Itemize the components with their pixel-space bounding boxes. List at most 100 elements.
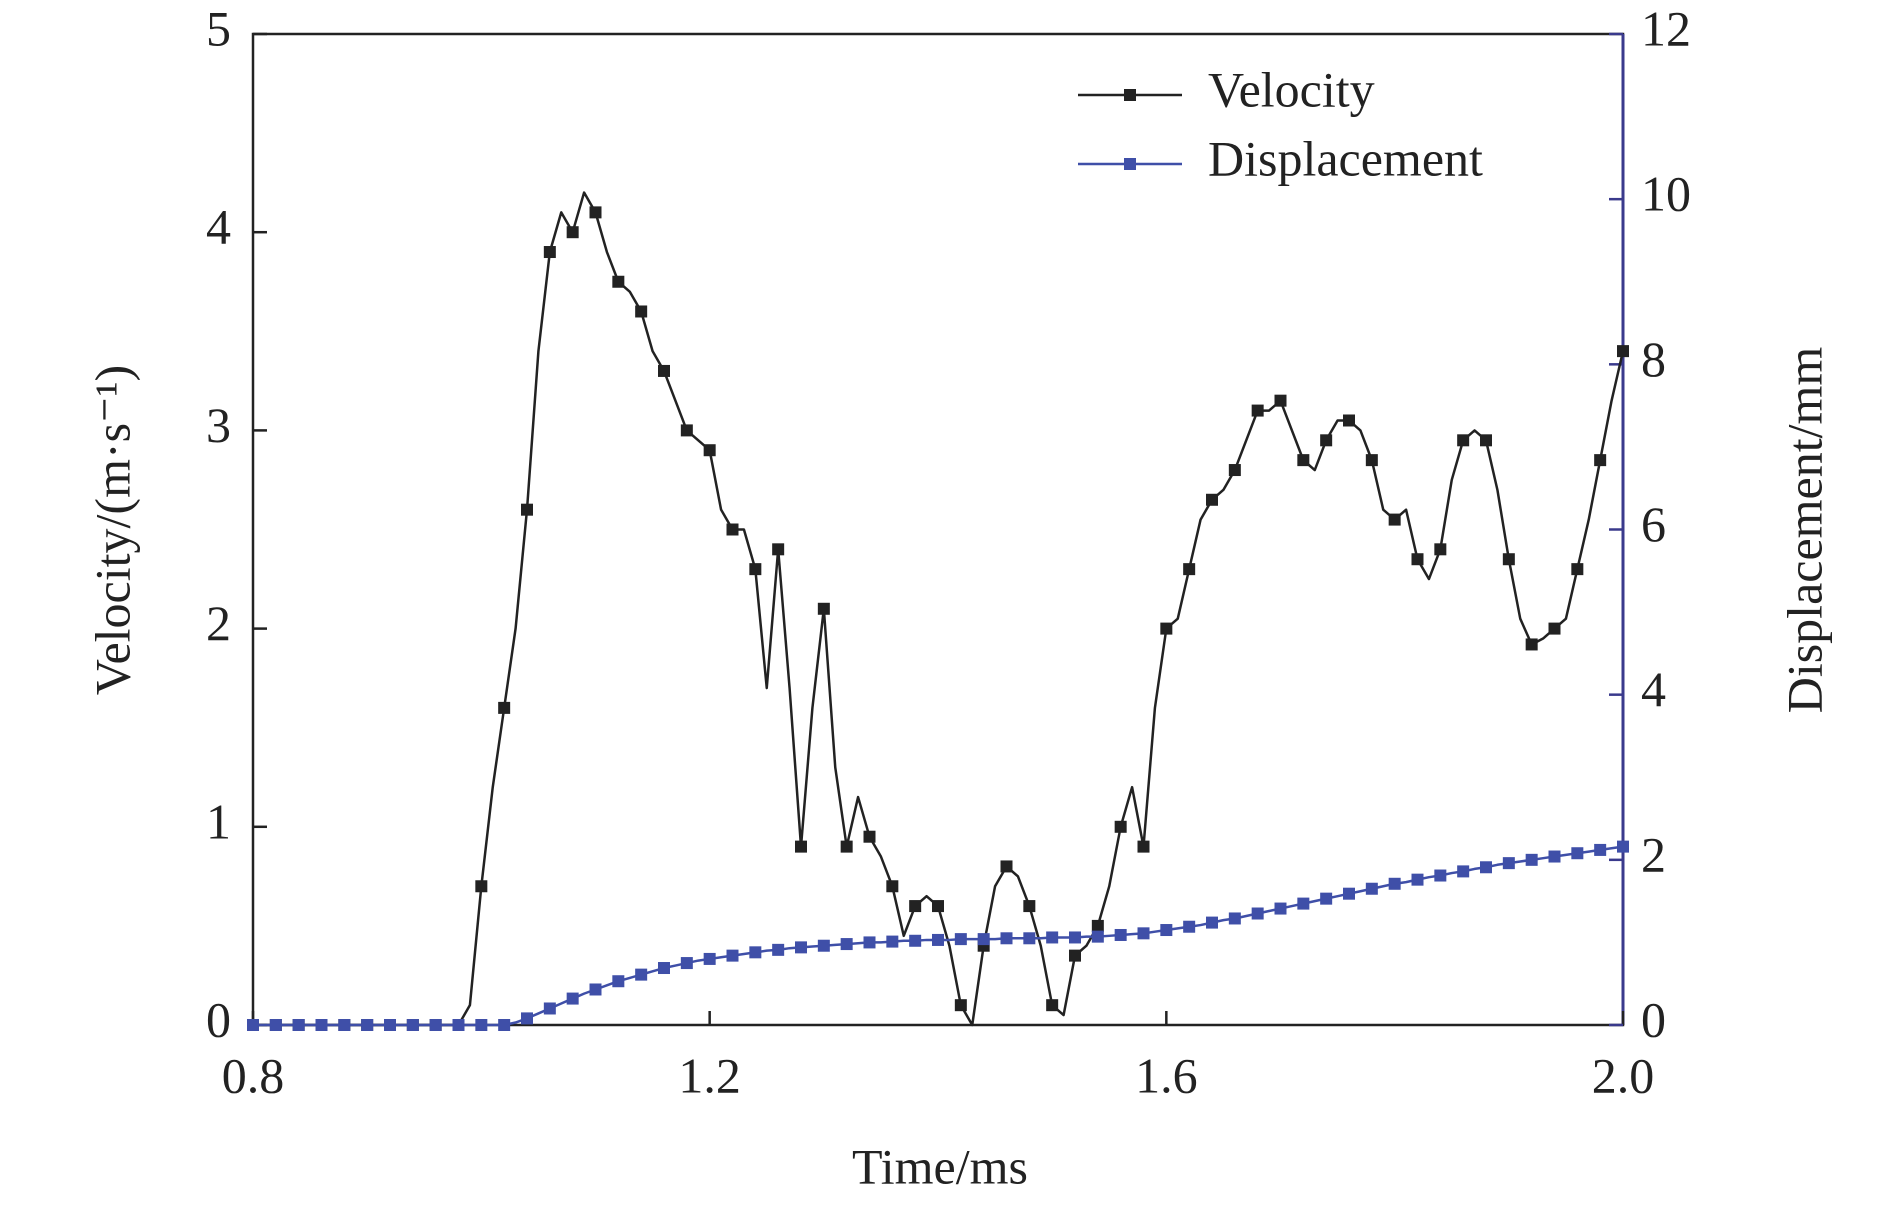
series-marker — [1594, 454, 1607, 467]
series-marker — [1411, 873, 1424, 886]
series-marker — [1137, 840, 1150, 853]
series-marker — [589, 983, 602, 996]
series-marker — [1434, 869, 1447, 882]
series-marker — [1388, 513, 1401, 526]
series-marker — [589, 206, 602, 219]
series-marker — [1228, 912, 1241, 925]
series-marker — [817, 939, 830, 952]
series-marker — [292, 1019, 305, 1031]
series-marker — [1160, 622, 1173, 635]
series-marker — [1571, 563, 1584, 576]
series-marker — [909, 934, 922, 947]
series-marker — [1091, 919, 1104, 932]
series-marker — [1365, 882, 1378, 895]
series-marker — [1480, 861, 1492, 874]
y-tick-label: 0 — [206, 991, 231, 1047]
series-marker — [475, 880, 488, 893]
y-axis-label: Velocity/(m·s⁻¹) — [84, 365, 140, 695]
series-marker — [1046, 999, 1059, 1012]
series-marker — [1617, 840, 1629, 853]
series-marker — [1320, 892, 1333, 905]
legend-marker — [1124, 158, 1136, 170]
series-marker — [315, 1019, 328, 1031]
series-marker — [909, 900, 922, 913]
series-marker — [1548, 850, 1561, 863]
series-marker — [1183, 563, 1196, 576]
series-marker — [406, 1019, 419, 1031]
series-marker — [977, 933, 990, 946]
series-marker — [1411, 553, 1424, 566]
series-marker — [863, 830, 876, 843]
series-marker — [566, 992, 579, 1005]
series-marker — [1228, 464, 1241, 477]
series-marker — [1617, 345, 1629, 358]
legend-label: Velocity — [1208, 61, 1375, 117]
series-marker — [954, 999, 967, 1012]
series-marker — [1297, 897, 1310, 910]
x-tick-label: 0.8 — [222, 1047, 285, 1103]
series-marker — [452, 1019, 465, 1031]
y2-tick-label: 0 — [1641, 991, 1666, 1047]
legend-marker — [1124, 89, 1136, 101]
series-marker — [726, 523, 739, 536]
series-marker — [1525, 638, 1538, 651]
series-marker — [1548, 622, 1561, 635]
series-marker — [1046, 931, 1059, 944]
series-marker — [703, 444, 716, 457]
series-marker — [361, 1019, 374, 1031]
x-tick-label: 1.2 — [678, 1047, 741, 1103]
series-marker — [1114, 820, 1127, 833]
series-marker — [1320, 434, 1333, 447]
series-marker — [543, 1002, 556, 1015]
series-marker — [772, 943, 785, 956]
series-marker — [749, 946, 762, 959]
series-marker — [1251, 907, 1264, 920]
series-marker — [1137, 927, 1150, 940]
y-tick-label: 4 — [206, 199, 231, 255]
y2-tick-label: 12 — [1641, 0, 1691, 56]
series-marker — [521, 1012, 533, 1025]
series-marker — [1069, 931, 1081, 944]
series-marker — [543, 246, 556, 259]
series-marker — [1594, 843, 1607, 856]
series-marker — [1343, 414, 1355, 427]
series-marker — [680, 424, 693, 437]
series-marker — [863, 936, 876, 949]
series-marker — [1571, 847, 1584, 860]
series-marker — [1023, 932, 1036, 945]
series-marker — [1114, 928, 1127, 941]
series-marker — [886, 880, 899, 893]
y-tick-label: 1 — [206, 793, 231, 849]
series-marker — [498, 1019, 511, 1031]
y2-tick-label: 8 — [1641, 331, 1666, 387]
series-marker — [566, 226, 579, 239]
y2-tick-label: 4 — [1641, 661, 1666, 717]
x-tick-label: 1.6 — [1135, 1047, 1198, 1103]
series-marker — [1502, 857, 1515, 870]
series-marker — [635, 968, 648, 981]
y2-tick-label: 2 — [1641, 826, 1666, 882]
y-tick-label: 5 — [206, 0, 231, 56]
series-marker — [475, 1019, 488, 1031]
series-marker — [521, 503, 533, 516]
y2-axis-label: Displacement/mm — [1776, 347, 1832, 714]
series-marker — [247, 1019, 259, 1031]
series-marker — [1206, 493, 1218, 506]
x-tick-label: 2.0 — [1592, 1047, 1655, 1103]
series-marker — [612, 975, 625, 988]
legend-label: Displacement — [1208, 130, 1483, 186]
series-marker — [1091, 930, 1104, 943]
series-marker — [1434, 543, 1447, 556]
y-tick-label: 2 — [206, 595, 231, 651]
series-marker — [840, 840, 853, 853]
y-tick-label: 3 — [206, 397, 231, 453]
series-marker — [1525, 853, 1538, 866]
series-marker — [1000, 860, 1013, 873]
series-marker — [932, 933, 944, 946]
series-marker — [1274, 902, 1287, 915]
series-marker — [498, 701, 511, 714]
series-marker — [1000, 932, 1013, 945]
x-axis-label: Time/ms — [852, 1138, 1028, 1194]
series-marker — [1274, 394, 1287, 407]
series-marker — [658, 364, 670, 377]
